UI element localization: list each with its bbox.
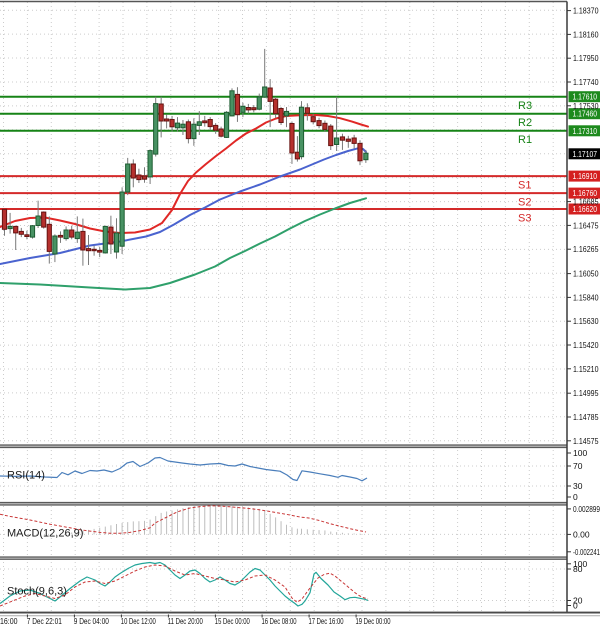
- svg-text:RSI(14): RSI(14): [7, 470, 45, 482]
- svg-text:70: 70: [573, 461, 583, 471]
- svg-text:1.17530: 1.17530: [573, 101, 599, 111]
- svg-text:80: 80: [573, 564, 583, 574]
- svg-text:R2: R2: [518, 117, 532, 129]
- svg-text:1.17310: 1.17310: [573, 126, 598, 136]
- svg-text:Stoch(9,6,3): Stoch(9,6,3): [7, 586, 67, 598]
- svg-text:-0.002241: -0.002241: [573, 547, 600, 557]
- svg-text:17 Dec 16:00: 17 Dec 16:00: [309, 617, 344, 626]
- svg-text:1.17107: 1.17107: [573, 149, 598, 159]
- svg-text:R1: R1: [518, 134, 532, 146]
- svg-text:16 Dec 08:00: 16 Dec 08:00: [262, 617, 297, 626]
- svg-text:1.18370: 1.18370: [573, 6, 599, 16]
- svg-text:100: 100: [573, 448, 587, 458]
- svg-text:1.16265: 1.16265: [573, 244, 599, 254]
- svg-text:19 Dec 00:00: 19 Dec 00:00: [356, 617, 391, 626]
- svg-text:S1: S1: [518, 180, 531, 192]
- svg-text:1.15840: 1.15840: [573, 292, 599, 302]
- svg-text:MACD(12,26,9): MACD(12,26,9): [7, 528, 83, 540]
- svg-text:1.16910: 1.16910: [573, 171, 598, 181]
- svg-text:1.17740: 1.17740: [573, 77, 599, 87]
- svg-text:S3: S3: [518, 213, 531, 225]
- svg-text:7 Dec 22:01: 7 Dec 22:01: [27, 617, 62, 626]
- svg-text:15 Dec 00:00: 15 Dec 00:00: [215, 617, 250, 626]
- svg-text:1.16475: 1.16475: [573, 220, 599, 230]
- svg-text:1.16685: 1.16685: [573, 197, 599, 207]
- svg-text:9 Dec 04:00: 9 Dec 04:00: [74, 617, 109, 626]
- svg-text:1.17950: 1.17950: [573, 53, 599, 63]
- svg-text:R3: R3: [518, 100, 532, 112]
- svg-text:1.14785: 1.14785: [573, 412, 599, 422]
- svg-text:0: 0: [573, 492, 578, 502]
- svg-text:1.14995: 1.14995: [573, 388, 599, 398]
- svg-text:11 Dec 20:00: 11 Dec 20:00: [168, 617, 203, 626]
- svg-text:1.18160: 1.18160: [573, 29, 599, 39]
- svg-text:1.15420: 1.15420: [573, 340, 599, 350]
- svg-text:10 Dec 12:00: 10 Dec 12:00: [121, 617, 156, 626]
- svg-text:30: 30: [573, 481, 583, 491]
- svg-text:1.14575: 1.14575: [573, 436, 599, 446]
- svg-text:1.16050: 1.16050: [573, 269, 599, 279]
- svg-text:1.15210: 1.15210: [573, 364, 599, 374]
- svg-text:S2: S2: [518, 197, 531, 209]
- svg-text:16:00: 16:00: [0, 617, 18, 626]
- svg-text:1.15630: 1.15630: [573, 316, 599, 326]
- svg-text:0.00: 0.00: [573, 529, 590, 539]
- svg-text:0.002899: 0.002899: [573, 504, 600, 514]
- svg-text:0: 0: [573, 601, 578, 611]
